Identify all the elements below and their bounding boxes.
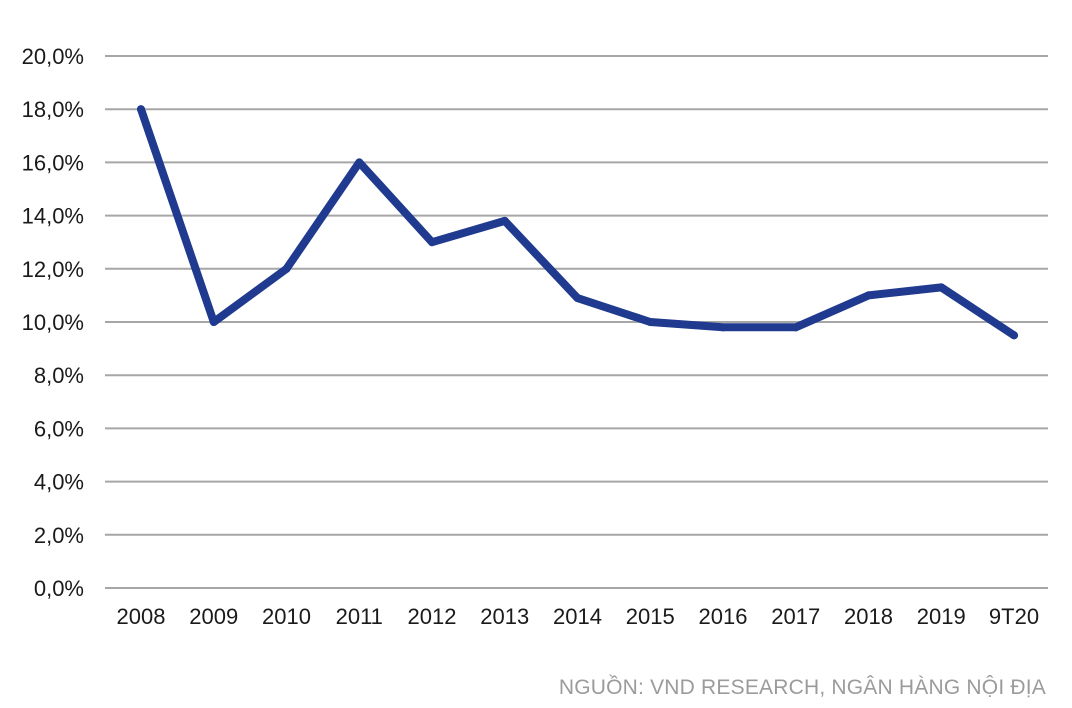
x-tick-label: 2019 [917, 604, 966, 629]
y-tick-label: 4,0% [34, 470, 84, 495]
data-point [864, 291, 873, 300]
x-tick-label: 2016 [699, 604, 748, 629]
x-tick-label: 9T20 [989, 604, 1039, 629]
y-tick-label: 10,0% [22, 310, 84, 335]
x-tick-label: 2015 [626, 604, 675, 629]
x-tick-label: 2018 [844, 604, 893, 629]
data-point [355, 158, 364, 167]
data-point [209, 318, 218, 326]
x-axis-tick-labels: 2008 2009 2010 2011 2012 2013 2014 2015 2016 2017… [117, 604, 1040, 629]
x-tick-label: 2017 [771, 604, 820, 629]
x-tick-label: 2010 [262, 604, 311, 629]
x-tick-label: 2008 [117, 604, 166, 629]
x-tick-label: 2013 [480, 604, 529, 629]
data-point [282, 264, 291, 273]
source-note: NGUỒN: VND RESEARCH, NGÂN HÀNG NỘI ĐỊA [558, 676, 1046, 699]
y-tick-label: 18,0% [22, 97, 84, 122]
data-point [428, 238, 436, 247]
y-tick-label: 12,0% [22, 257, 84, 282]
series-lines [137, 105, 1018, 340]
x-tick-label: 2014 [553, 604, 602, 629]
data-point [791, 323, 800, 332]
y-tick-label: 8,0% [34, 363, 84, 388]
data-point [137, 105, 145, 114]
x-tick-label: 2011 [336, 604, 383, 629]
data-point [573, 294, 582, 303]
data-point [937, 283, 946, 292]
y-tick-label: 20,0% [22, 44, 84, 69]
y-axis-tick-labels: 0,0% 2,0% 4,0% 6,0% 8,0% 10,0% 12,0% 14,0% 16,0%… [22, 44, 84, 601]
data-point [500, 216, 509, 225]
data-point [1010, 331, 1018, 340]
y-tick-label: 14,0% [22, 204, 84, 229]
y-tick-label: 6,0% [34, 416, 84, 441]
x-tick-label: 2009 [189, 604, 238, 629]
y-tick-label: 16,0% [22, 150, 84, 175]
gridlines [105, 55, 1048, 589]
y-tick-label: 0,0% [34, 576, 84, 601]
data-point [646, 318, 655, 326]
data-point [719, 323, 727, 332]
y-tick-label: 2,0% [34, 523, 84, 548]
x-tick-label: 2012 [408, 604, 457, 629]
